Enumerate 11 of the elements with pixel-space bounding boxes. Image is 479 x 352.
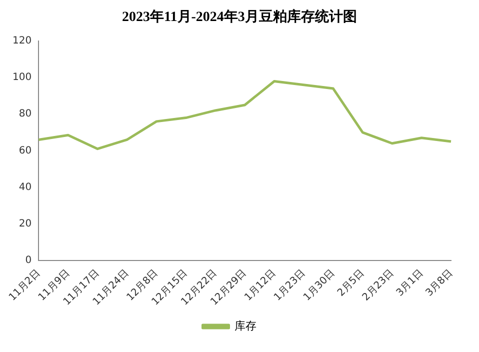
y-tick-label: 120 <box>12 36 32 47</box>
y-tick-label: 20 <box>18 218 32 230</box>
y-tick-label: 60 <box>18 145 32 156</box>
x-tick-label: 3月8日 <box>424 268 455 299</box>
chart-title: 2023年11月-2024年3月豆粕库存统计图 <box>121 8 358 26</box>
x-tick-label: 3月1日 <box>394 268 426 299</box>
y-tick-label: 80 <box>18 108 32 120</box>
y-tick-label: 40 <box>18 182 32 193</box>
legend-label: 库存 <box>234 319 256 332</box>
y-tick-label: 100 <box>12 72 32 84</box>
y-tick-label: 0 <box>25 254 32 266</box>
